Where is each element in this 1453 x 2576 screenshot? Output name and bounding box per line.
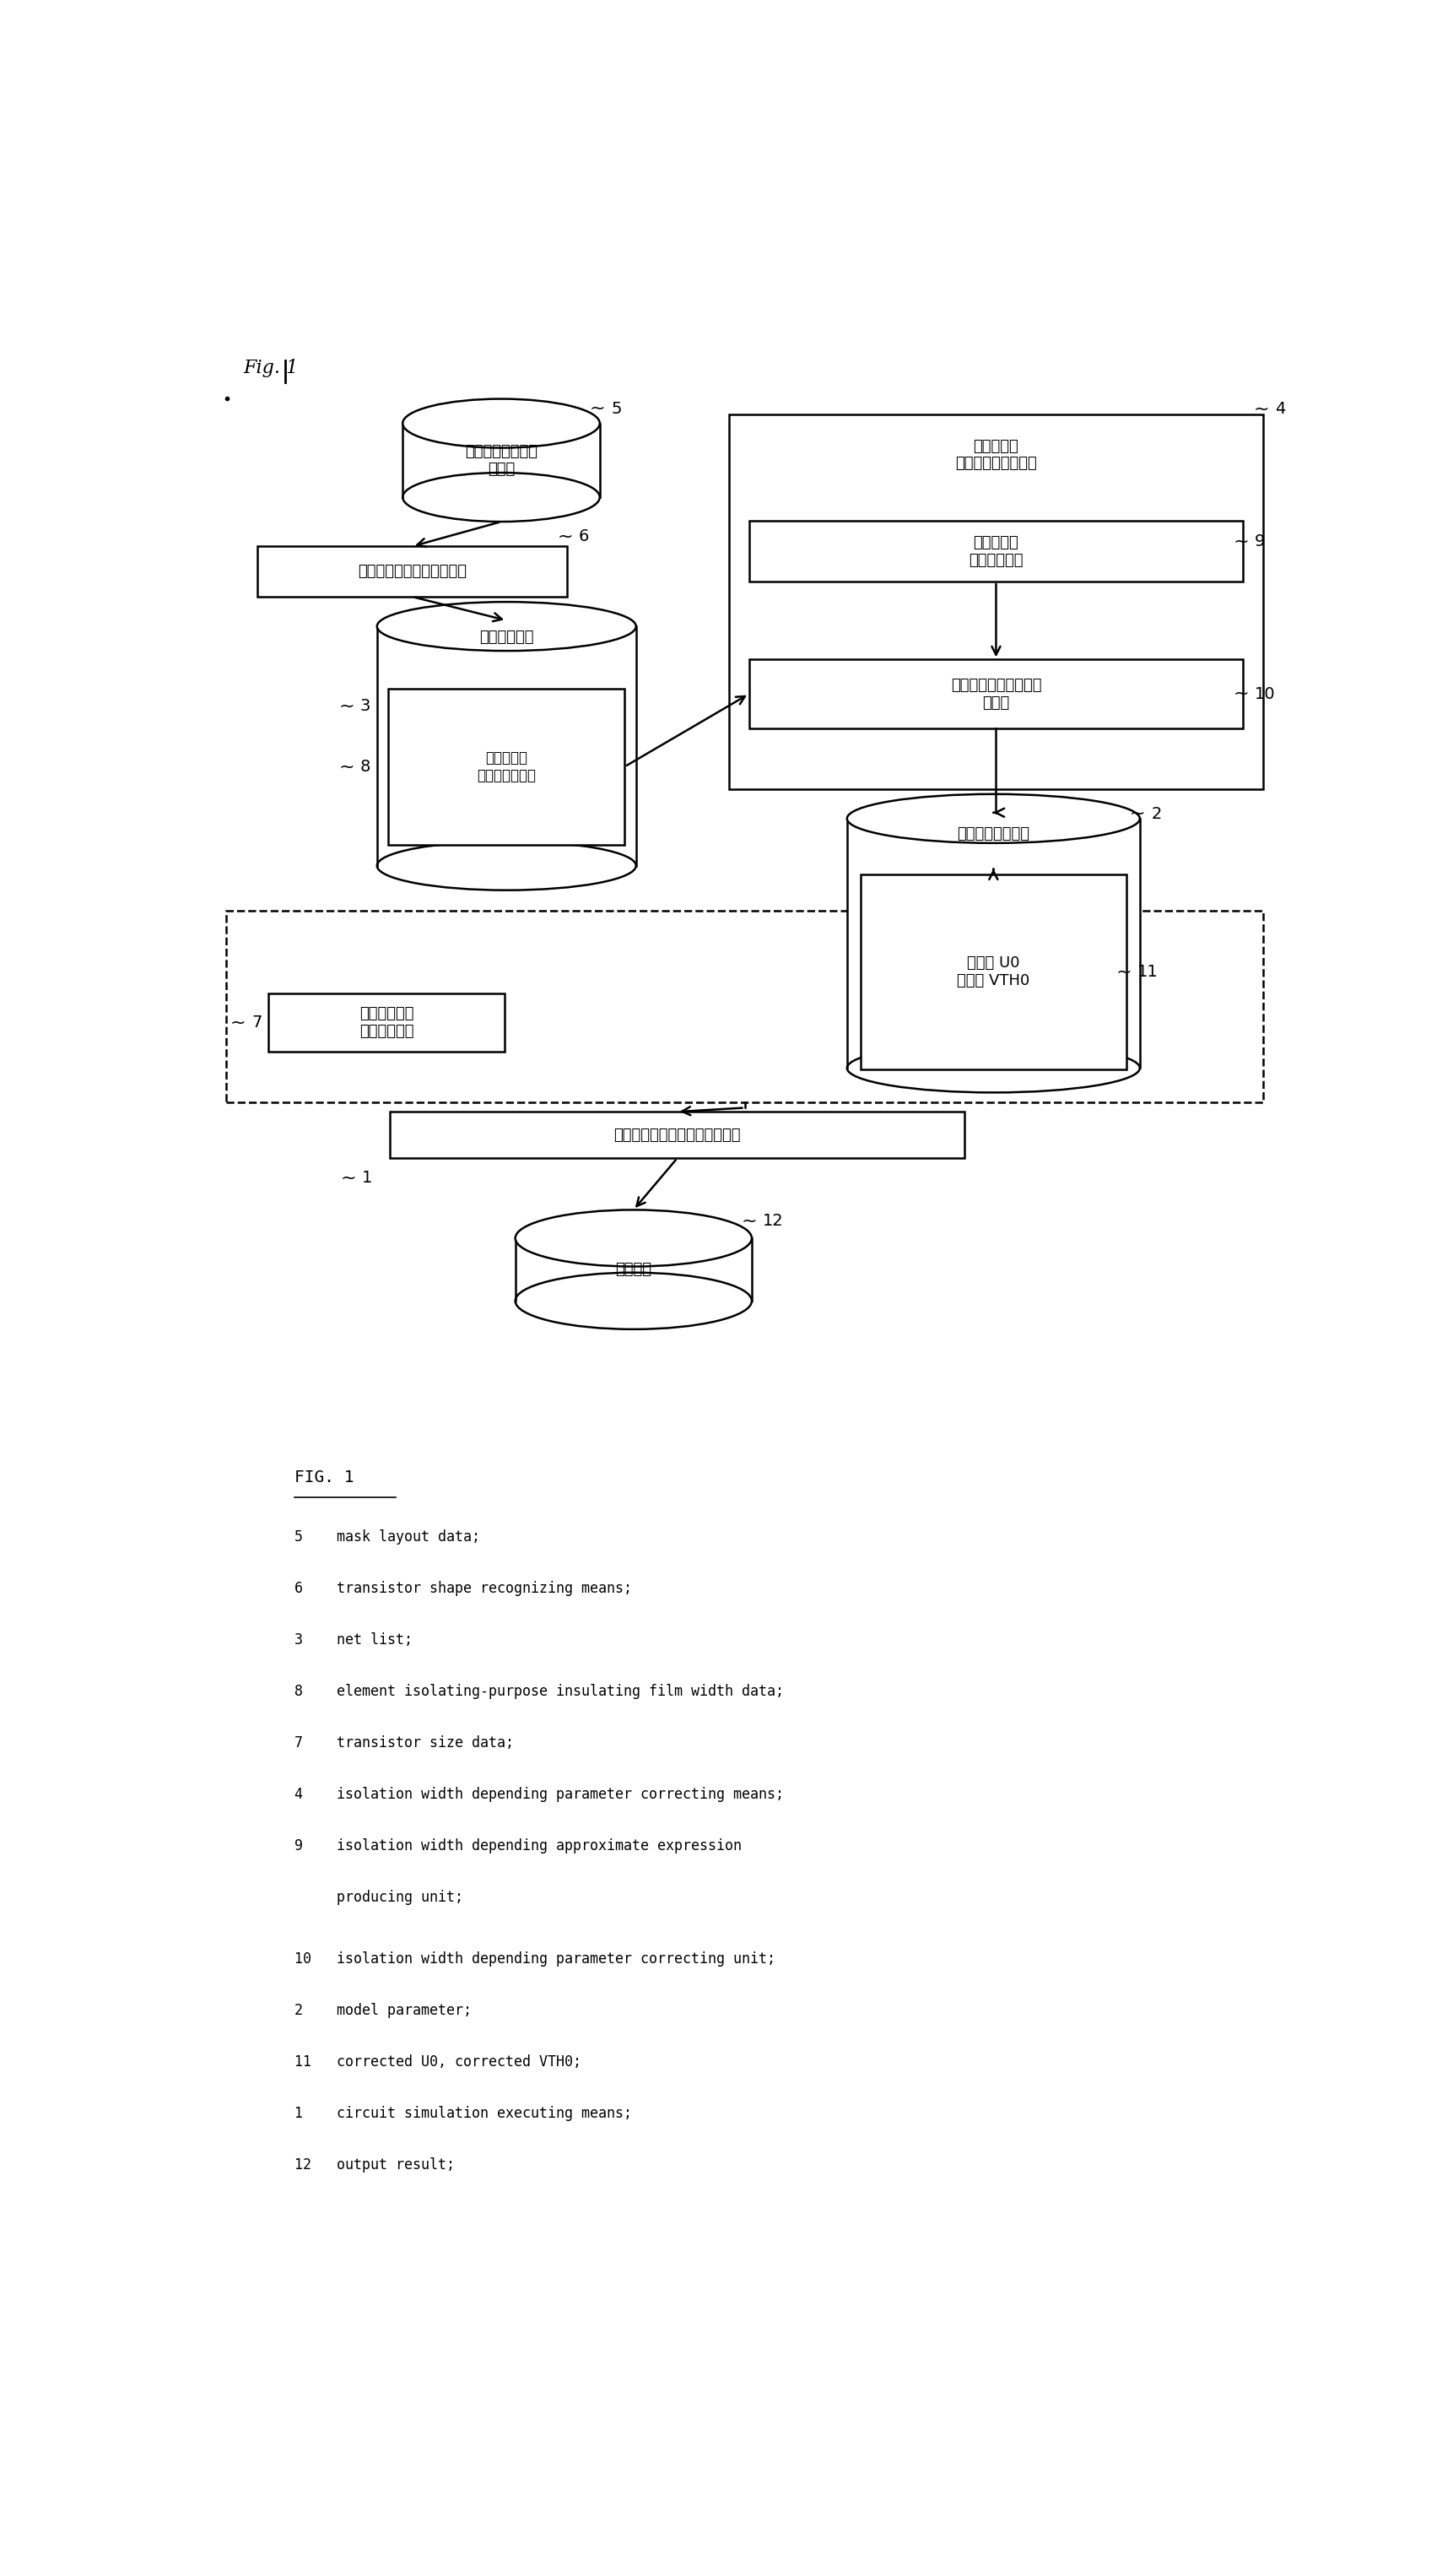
Text: 9: 9 — [1254, 533, 1264, 549]
Text: ~: ~ — [1234, 685, 1248, 703]
FancyBboxPatch shape — [257, 546, 568, 598]
Text: 3    net list;: 3 net list; — [294, 1633, 413, 1646]
Polygon shape — [376, 626, 636, 866]
Text: 補正後 U0
補正後 VTH0: 補正後 U0 補正後 VTH0 — [958, 956, 1030, 989]
FancyBboxPatch shape — [860, 876, 1126, 1069]
Text: ~: ~ — [1116, 963, 1132, 981]
Text: 回路シミュレーション実行手段: 回路シミュレーション実行手段 — [613, 1128, 741, 1144]
Polygon shape — [847, 819, 1139, 1069]
FancyBboxPatch shape — [389, 1113, 965, 1159]
Text: 分離幅依存
パラメータ補正手段: 分離幅依存 パラメータ補正手段 — [955, 438, 1037, 471]
Text: ~: ~ — [230, 1015, 246, 1030]
Ellipse shape — [516, 1273, 751, 1329]
Text: 8    element isolating-purpose insulating film width data;: 8 element isolating-purpose insulating f… — [294, 1685, 783, 1700]
Ellipse shape — [376, 603, 636, 652]
Text: ~: ~ — [339, 757, 355, 775]
Text: ~: ~ — [558, 528, 572, 544]
Text: 4    isolation width depending parameter correcting means;: 4 isolation width depending parameter co… — [294, 1788, 783, 1803]
Text: 3: 3 — [360, 698, 371, 714]
Text: トランジスタ
サイズデータ: トランジスタ サイズデータ — [359, 1007, 414, 1038]
Text: FIG. 1: FIG. 1 — [294, 1468, 353, 1486]
Text: 10   isolation width depending parameter correcting unit;: 10 isolation width depending parameter c… — [294, 1953, 776, 1965]
Text: 出力結果: 出力結果 — [616, 1262, 651, 1278]
Text: ~: ~ — [1234, 533, 1248, 549]
Text: ~: ~ — [741, 1213, 757, 1229]
Text: 11   corrected U0, corrected VTH0;: 11 corrected U0, corrected VTH0; — [294, 2056, 581, 2069]
Text: Fig. 1: Fig. 1 — [244, 358, 299, 376]
Text: producing unit;: producing unit; — [294, 1891, 464, 1906]
Text: 12: 12 — [763, 1213, 785, 1229]
FancyBboxPatch shape — [388, 688, 625, 845]
Text: トランジスタ形状認識手段: トランジスタ形状認識手段 — [357, 564, 466, 580]
Text: 分離幅依存
近似式生成部: 分離幅依存 近似式生成部 — [969, 536, 1023, 567]
FancyBboxPatch shape — [750, 520, 1244, 582]
Polygon shape — [516, 1239, 751, 1301]
Polygon shape — [402, 422, 600, 497]
Text: 1    circuit simulation executing means;: 1 circuit simulation executing means; — [294, 2107, 632, 2123]
Ellipse shape — [847, 793, 1139, 842]
Text: ~: ~ — [1254, 399, 1268, 417]
FancyBboxPatch shape — [269, 994, 504, 1051]
Ellipse shape — [847, 1043, 1139, 1092]
Text: 10: 10 — [1254, 685, 1276, 703]
Text: 4: 4 — [1274, 402, 1284, 417]
Ellipse shape — [376, 842, 636, 891]
Text: 素子分離用
絶縁膜幅データ: 素子分離用 絶縁膜幅データ — [477, 750, 536, 783]
Text: 2: 2 — [1151, 806, 1161, 822]
Text: 11: 11 — [1138, 963, 1158, 979]
Text: モデルパラメータ: モデルパラメータ — [958, 827, 1030, 842]
Text: ネットリスト: ネットリスト — [479, 629, 533, 644]
Text: ~: ~ — [590, 399, 606, 417]
Ellipse shape — [516, 1211, 751, 1267]
Text: ~: ~ — [339, 698, 355, 714]
Text: ~: ~ — [1130, 806, 1145, 822]
Text: 1: 1 — [362, 1170, 372, 1185]
Text: 7    transistor size data;: 7 transistor size data; — [294, 1736, 513, 1752]
Ellipse shape — [402, 474, 600, 523]
Text: 分離幅依存パラメータ
補正部: 分離幅依存パラメータ 補正部 — [950, 677, 1042, 711]
Text: 7: 7 — [251, 1015, 262, 1030]
Text: 6: 6 — [578, 528, 588, 544]
Ellipse shape — [402, 399, 600, 448]
Text: マスクレイアウト
データ: マスクレイアウト データ — [465, 443, 538, 477]
Text: 12   output result;: 12 output result; — [294, 2159, 455, 2174]
Text: 6    transistor shape recognizing means;: 6 transistor shape recognizing means; — [294, 1582, 632, 1595]
Text: 8: 8 — [360, 757, 371, 775]
Text: 5    mask layout data;: 5 mask layout data; — [294, 1530, 479, 1543]
Text: 2    model parameter;: 2 model parameter; — [294, 2004, 471, 2017]
Text: 9    isolation width depending approximate expression: 9 isolation width depending approximate … — [294, 1839, 741, 1855]
Text: 5: 5 — [612, 402, 622, 417]
FancyBboxPatch shape — [750, 659, 1244, 729]
Text: ~: ~ — [340, 1170, 356, 1188]
FancyBboxPatch shape — [729, 415, 1263, 788]
